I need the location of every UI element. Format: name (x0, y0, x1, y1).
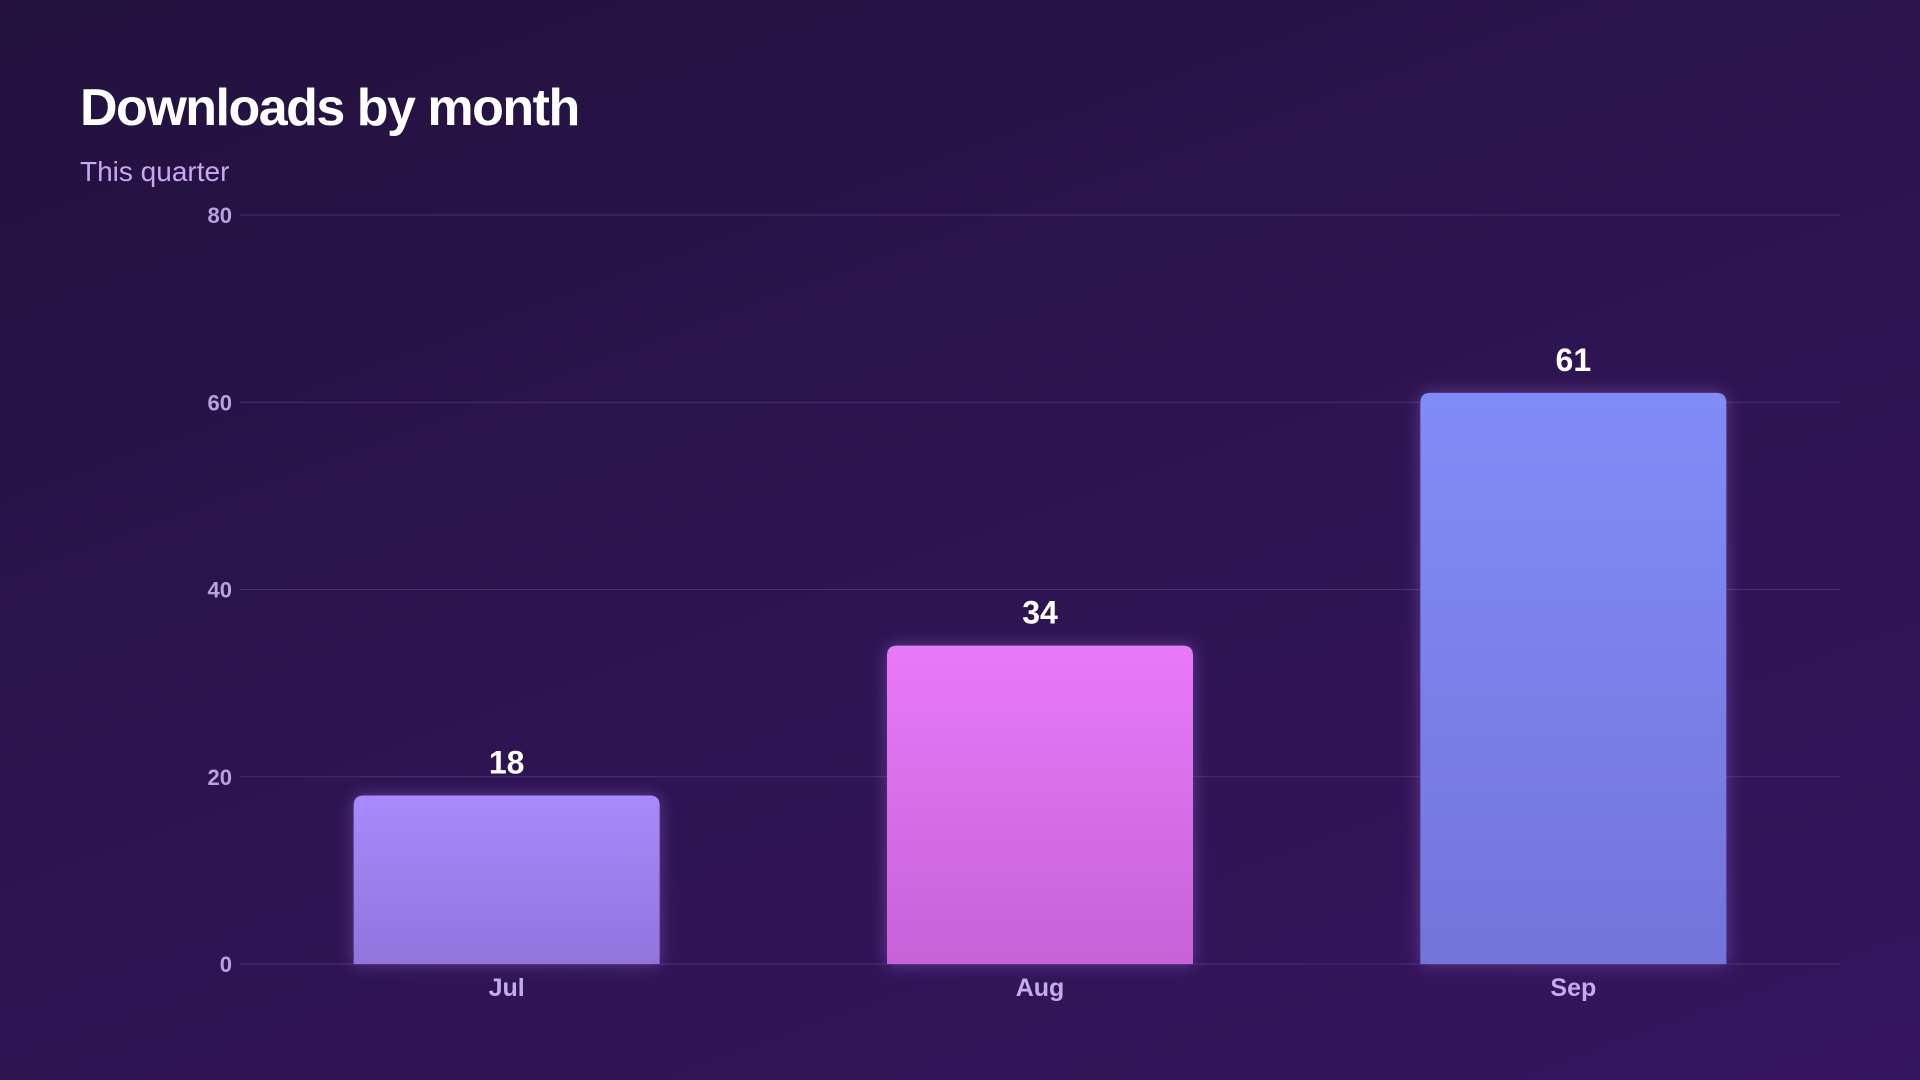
y-tick-label-60: 60 (208, 390, 232, 415)
y-tick-label-0: 0 (220, 952, 232, 977)
value-labels: 18 34 61 (489, 342, 1591, 781)
chart-subtitle: This quarter (80, 156, 230, 187)
value-label-jul: 18 (489, 744, 525, 780)
chart-title: Downloads by month (80, 79, 580, 137)
value-label-aug: 34 (1022, 595, 1058, 631)
x-category-label-jul: Jul (489, 974, 525, 1002)
bar-jul (353, 795, 660, 964)
x-category-label-sep: Sep (1550, 974, 1596, 1002)
x-axis-category-labels: Jul Aug Sep (489, 974, 1597, 1002)
bars (353, 392, 1727, 964)
bar-aug (887, 645, 1193, 964)
y-tick-label-40: 40 (208, 578, 232, 603)
x-category-label-aug: Aug (1016, 974, 1065, 1002)
value-label-sep: 61 (1556, 342, 1592, 378)
y-tick-label-80: 80 (208, 203, 232, 228)
bar-sep (1420, 392, 1727, 964)
y-tick-label-20: 20 (208, 765, 232, 790)
y-axis-tick-labels: 0 20 40 60 80 (208, 203, 232, 977)
